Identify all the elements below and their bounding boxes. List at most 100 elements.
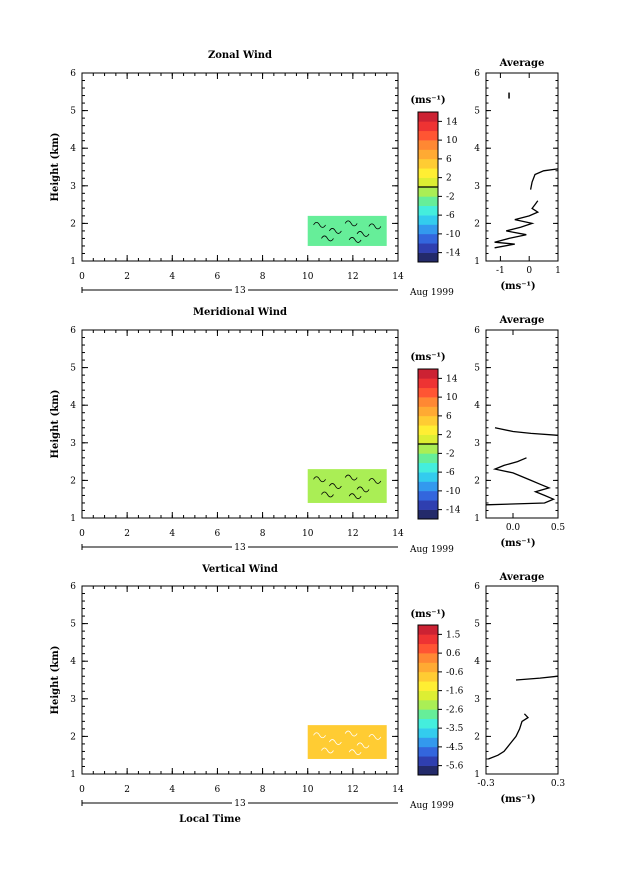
date-label: 13 xyxy=(234,799,246,809)
colorbar-segment xyxy=(418,718,438,729)
colorbar-label: 10 xyxy=(446,393,458,403)
colorbar-segment xyxy=(418,634,438,645)
colorbar-label: -10 xyxy=(446,230,461,240)
y-axis-label: Height (km) xyxy=(50,133,61,202)
colorbar-segment xyxy=(418,728,438,738)
colorbar-segment xyxy=(418,130,438,141)
colorbar-segment xyxy=(418,415,438,426)
average-profile-line xyxy=(494,427,559,436)
y-tick-label: 4 xyxy=(70,401,76,411)
x-tick-label: 6 xyxy=(215,272,221,282)
colorbar-segment xyxy=(418,472,438,482)
date-suffix: Aug 1999 xyxy=(409,545,454,555)
avg-x-tick-label: 0.3 xyxy=(551,779,566,789)
date-label: 13 xyxy=(234,543,246,553)
colorbar-segment xyxy=(418,149,438,160)
colorbar-segment xyxy=(418,406,438,417)
avg-y-tick-label: 1 xyxy=(474,770,480,780)
colorbar-segment xyxy=(418,681,438,691)
avg-y-tick-label: 1 xyxy=(474,514,480,524)
colorbar-segment xyxy=(418,205,438,216)
avg-y-tick-label: 3 xyxy=(474,182,480,192)
colorbar-label: -14 xyxy=(446,249,461,259)
colorbar-segment xyxy=(418,243,438,253)
date-suffix: Aug 1999 xyxy=(409,288,454,298)
colorbar-segment xyxy=(418,369,438,379)
colorbar-segment xyxy=(418,121,438,132)
colorbar-label: -6 xyxy=(446,468,455,478)
x-tick-label: 6 xyxy=(215,529,221,539)
average-profile-line xyxy=(515,675,559,681)
colorbar-segment xyxy=(418,425,438,435)
average-profile-line xyxy=(485,457,556,506)
avg-x-tick-label: 0 xyxy=(526,266,532,276)
colorbar-label: 2 xyxy=(446,174,452,184)
contour-line xyxy=(348,749,362,756)
contour-line xyxy=(313,732,326,739)
x-tick-label: 0 xyxy=(79,529,85,539)
avg-y-tick-label: 4 xyxy=(474,657,480,667)
contour-line xyxy=(313,476,326,483)
y-tick-label: 6 xyxy=(70,582,76,592)
colorbar-segment xyxy=(418,215,438,225)
avg-y-tick-label: 3 xyxy=(474,439,480,449)
avg-y-tick-label: 4 xyxy=(474,401,480,411)
colorbar-segment xyxy=(418,509,438,520)
colorbar-segment xyxy=(418,653,438,663)
avg-y-tick-label: 5 xyxy=(474,620,480,630)
y-tick-label: 2 xyxy=(70,219,76,229)
y-tick-label: 6 xyxy=(70,326,76,336)
colorbar-segment xyxy=(418,397,438,407)
contour-line xyxy=(348,493,362,500)
y-tick-label: 5 xyxy=(70,620,76,630)
avg-y-tick-label: 2 xyxy=(474,732,480,742)
x-tick-label: 6 xyxy=(215,785,221,795)
y-tick-label: 3 xyxy=(70,182,76,192)
avg-x-tick-label: -0.3 xyxy=(477,779,495,789)
colorbar-frame xyxy=(417,624,439,776)
panel-title: Vertical Wind xyxy=(201,564,278,575)
x-tick-label: 14 xyxy=(392,785,404,795)
x-tick-label: 2 xyxy=(124,529,130,539)
x-tick-label: 2 xyxy=(124,272,130,282)
colorbar-segment xyxy=(418,187,438,197)
colorbar-label: -14 xyxy=(446,506,461,516)
date-suffix: Aug 1999 xyxy=(409,801,454,811)
x-tick-label: 4 xyxy=(169,785,175,795)
y-tick-label: 5 xyxy=(70,107,76,117)
colorbar-label: -3.5 xyxy=(446,724,464,734)
colorbar-segment xyxy=(418,453,438,464)
colorbar-segment xyxy=(418,158,438,169)
data-field xyxy=(307,469,387,503)
colorbar-segment xyxy=(418,671,438,682)
x-tick-label: 0 xyxy=(79,785,85,795)
data-field xyxy=(307,215,387,246)
avg-x-axis-label: (ms⁻¹) xyxy=(500,538,535,549)
date-label-bg xyxy=(232,797,248,807)
x-tick-label: 12 xyxy=(347,272,358,282)
colorbar-label: 14 xyxy=(446,117,458,127)
avg-y-tick-label: 3 xyxy=(474,695,480,705)
colorbar-segment xyxy=(418,112,438,122)
average-profile-line xyxy=(488,713,530,760)
contour-line xyxy=(356,486,370,493)
x-tick-label: 8 xyxy=(260,529,266,539)
panel-title: Meridional Wind xyxy=(193,307,287,318)
y-tick-label: 2 xyxy=(70,732,76,742)
avg-x-tick-label: 1 xyxy=(555,266,561,276)
x-tick-label: 14 xyxy=(392,272,404,282)
colorbar-label: 6 xyxy=(446,412,452,422)
colorbar-label: -6 xyxy=(446,211,455,221)
average-profile-line xyxy=(529,168,559,190)
colorbar-label: 2 xyxy=(446,431,452,441)
average-title: Average xyxy=(499,58,545,69)
average-title: Average xyxy=(499,572,545,583)
avg-x-tick-label: 0.0 xyxy=(506,523,521,533)
x-tick-label: 2 xyxy=(124,785,130,795)
colorbar-segment xyxy=(418,481,438,492)
avg-x-axis-label: (ms⁻¹) xyxy=(500,794,535,805)
y-tick-label: 6 xyxy=(70,69,76,79)
colorbar-segment xyxy=(418,643,438,654)
x-tick-label: 4 xyxy=(169,529,175,539)
